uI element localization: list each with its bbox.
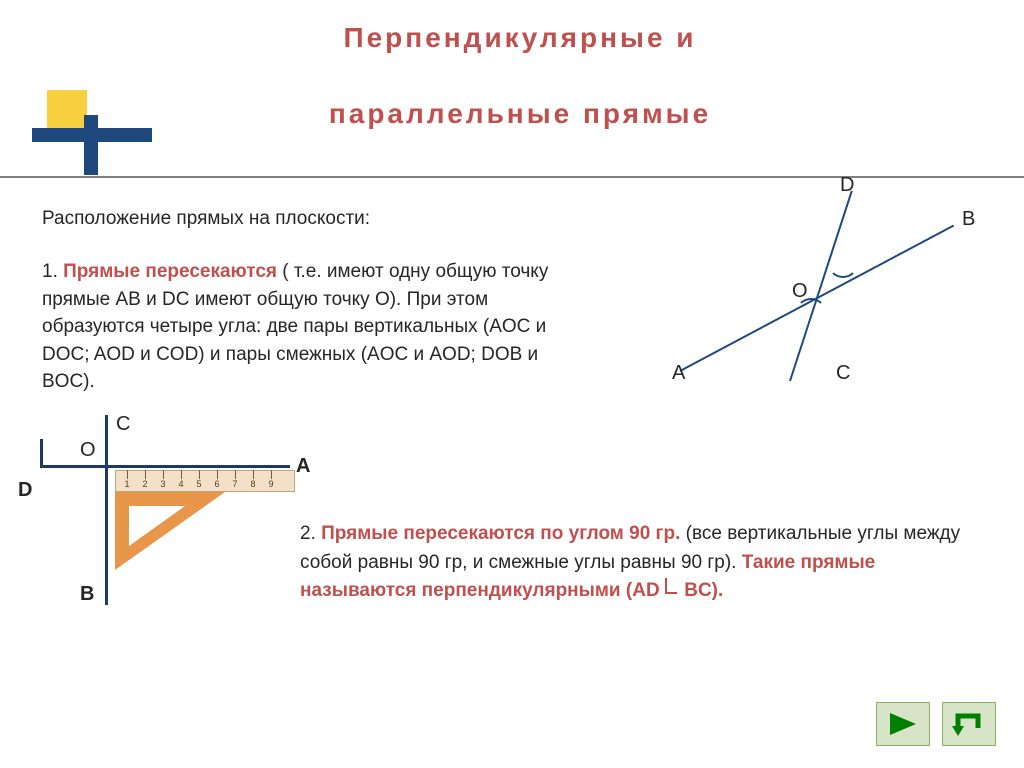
deco-bar-vertical xyxy=(84,115,98,175)
label-d: D xyxy=(840,174,854,197)
angle-arc-top xyxy=(828,250,858,278)
label-o: O xyxy=(792,280,808,303)
ruler-tick xyxy=(199,470,200,479)
ruler-number: 7 xyxy=(232,479,237,489)
ruler-tick xyxy=(127,470,128,479)
perpendicular-diagram: C O A D B 1 2 3 4 5 6 7 8 9 xyxy=(20,415,310,635)
para2-em2b: BC). xyxy=(684,580,723,601)
ruler-number: 5 xyxy=(196,479,201,489)
ruler-tick xyxy=(145,470,146,479)
label-b: B xyxy=(962,208,975,231)
corner-decoration xyxy=(32,90,152,190)
label-a2: A xyxy=(296,455,310,478)
section-heading: Расположение прямых на плоскости: xyxy=(42,208,370,230)
nav-controls xyxy=(876,702,996,746)
ruler-tick xyxy=(163,470,164,479)
axis-horizontal xyxy=(40,465,290,468)
label-b2: B xyxy=(80,583,94,606)
return-icon xyxy=(952,710,986,738)
label-d2: D xyxy=(18,479,32,502)
divider xyxy=(0,176,1024,178)
axis-vertical xyxy=(105,415,108,605)
ruler-number: 8 xyxy=(250,479,255,489)
ruler-number: 4 xyxy=(178,479,183,489)
ruler-number: 3 xyxy=(160,479,165,489)
label-a: A xyxy=(672,362,685,385)
intersecting-lines-diagram: A B C D O xyxy=(650,180,990,400)
ruler-tick xyxy=(271,470,272,479)
ruler-tick xyxy=(217,470,218,479)
set-square-icon: 1 2 3 4 5 6 7 8 9 xyxy=(115,470,295,570)
paragraph-1: 1. Прямые пересекаются ( т.е. имеют одну… xyxy=(42,258,582,396)
triangle-hole xyxy=(129,506,185,546)
ruler-tick xyxy=(235,470,236,479)
label-c2: C xyxy=(116,413,130,436)
ruler-number: 2 xyxy=(142,479,147,489)
return-button[interactable] xyxy=(942,702,996,746)
ruler-number: 6 xyxy=(214,479,219,489)
perpendicular-symbol xyxy=(660,580,685,601)
slide-title: Перпендикулярные и xyxy=(200,22,840,54)
deco-square xyxy=(47,90,87,130)
paragraph-2: 2. Прямые пересекаются по углом 90 гр. (… xyxy=(300,520,990,606)
label-c: C xyxy=(836,362,850,385)
ruler-tick xyxy=(253,470,254,479)
ruler-tick xyxy=(181,470,182,479)
para1-emphasis: Прямые пересекаются xyxy=(63,261,277,282)
ruler-number: 9 xyxy=(268,479,273,489)
para1-lead: 1. xyxy=(42,261,63,282)
play-icon xyxy=(888,711,918,737)
label-o2: O xyxy=(80,439,96,462)
para2-em1: Прямые пересекаются по углом 90 гр. xyxy=(321,523,680,544)
ruler-number: 1 xyxy=(124,479,129,489)
next-button[interactable] xyxy=(876,702,930,746)
para2-lead: 2. xyxy=(300,523,321,544)
axis-left-stub xyxy=(40,439,43,465)
slide-subtitle: параллельные прямые xyxy=(200,98,840,130)
